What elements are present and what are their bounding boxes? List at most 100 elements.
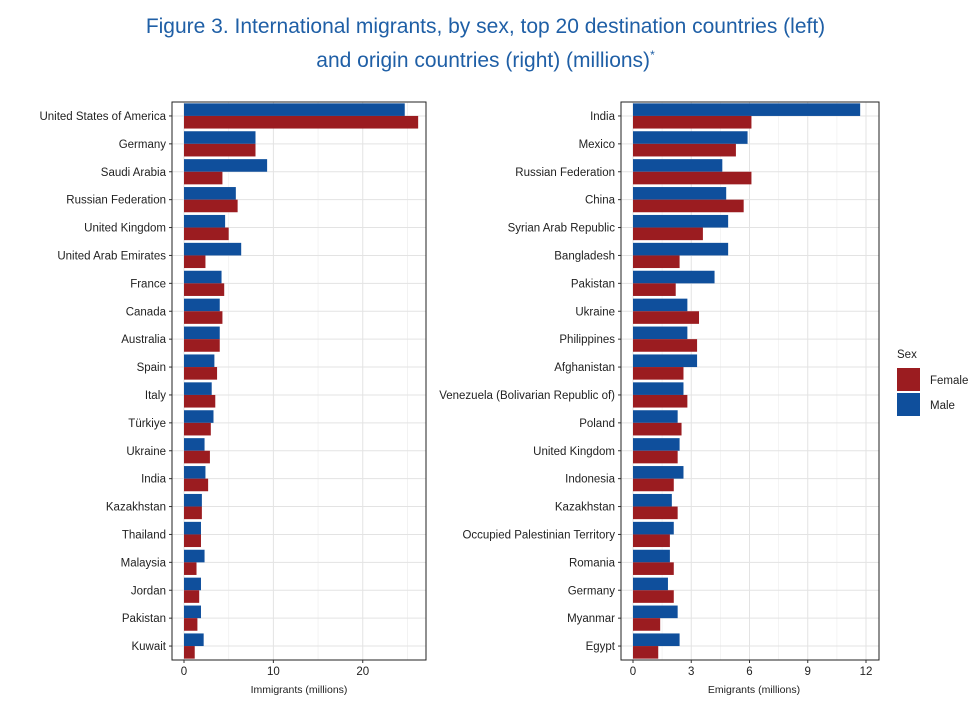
category-label: Spain [137,362,166,374]
bar-female-united-states-of-america [184,115,419,129]
bar-male-ukraine [633,298,688,312]
bar-female-russian-federation [633,171,752,185]
x-axis-title: Immigrants (millions) [251,684,348,696]
bar-female-kazakhstan [633,506,678,520]
category-label: Romania [569,557,616,569]
bar-female-united-kingdom [184,227,229,241]
bar-male-egypt [633,633,680,647]
category-label: Pakistan [571,278,615,290]
bar-female-ukraine [184,450,210,464]
category-label: Mexico [579,139,615,151]
bar-male-kuwait [184,633,204,647]
x-tick-label: 20 [356,666,369,678]
bar-female-china [633,199,744,213]
x-tick-label: 6 [746,666,752,678]
category-label: Russian Federation [515,167,615,179]
figure-title-line-2-text: and origin countries (right) (millions) [316,49,651,72]
bar-female-thailand [184,534,201,548]
figure-title: Figure 3. International migrants, by sex… [0,12,971,75]
bar-male-t-rkiye [184,410,214,423]
bar-male-pakistan [633,270,715,284]
x-axis-title: Emigrants (millions) [708,684,800,696]
bar-female-occupied-palestinian-territory [633,534,670,548]
bar-male-russian-federation [633,159,723,172]
bar-male-germany [633,577,668,591]
bar-female-malaysia [184,562,197,575]
bar-male-bangladesh [633,242,729,256]
bar-male-india [184,466,206,479]
bar-male-united-arab-emirates [184,242,242,256]
category-label: France [130,278,166,290]
bar-male-indonesia [633,466,684,479]
bar-male-kazakhstan [184,493,202,507]
category-label: Saudi Arabia [101,167,167,179]
bar-male-germany [184,131,256,144]
category-label: Kazakhstan [106,502,166,514]
bar-female-jordan [184,590,200,603]
bar-female-germany [633,590,674,603]
bar-female-bangladesh [633,255,680,269]
bar-female-indonesia [633,478,674,492]
x-tick-label: 0 [181,666,187,678]
x-tick-label: 12 [860,666,873,678]
bar-male-philippines [633,326,688,340]
bar-male-jordan [184,577,201,591]
bar-male-thailand [184,521,201,535]
bar-female-canada [184,311,223,324]
bar-female-pakistan [633,283,676,296]
figure-title-asterisk: * [650,48,655,62]
category-label: United Kingdom [533,446,615,458]
bar-female-syrian-arab-republic [633,227,703,241]
bar-male-mexico [633,131,748,144]
bar-female-india [184,478,209,492]
category-label: China [585,195,616,207]
bar-female-poland [633,422,682,436]
category-label: Kuwait [131,641,166,653]
bar-male-russian-federation [184,187,236,200]
bar-female-india [633,115,752,129]
bar-male-kazakhstan [633,493,672,507]
category-label: India [141,474,167,486]
bar-male-afghanistan [633,354,698,368]
figure-title-line-1: Figure 3. International migrants, by sex… [145,15,826,38]
bar-female-saudi-arabia [184,171,223,185]
category-label: Malaysia [121,557,167,569]
category-label: Egypt [586,641,616,653]
legend-label-male: Male [930,400,955,412]
bar-male-poland [633,410,678,423]
category-label: Germany [119,139,167,151]
bar-male-malaysia [184,549,205,563]
bar-female-kuwait [184,646,195,659]
bar-female-italy [184,394,216,408]
x-tick-label: 10 [267,666,280,678]
bar-female-venezuela-bolivarian-republic-of [633,394,688,408]
category-label: Occupied Palestinian Territory [462,529,615,541]
legend-title: Sex [897,349,917,361]
category-label: Ukraine [126,446,166,458]
panel-border [171,101,427,661]
x-tick-label: 0 [630,666,636,678]
category-label: Indonesia [565,474,615,486]
bar-female-t-rkiye [184,422,211,436]
category-label: Jordan [131,585,166,597]
category-label: Germany [568,585,616,597]
bar-female-egypt [633,646,659,659]
bar-male-syrian-arab-republic [633,214,729,228]
bar-male-united-states-of-america [184,103,405,116]
bar-male-italy [184,382,212,395]
bar-male-india [633,103,861,116]
category-label: Myanmar [567,613,615,625]
bar-female-russian-federation [184,199,238,213]
panel-background [172,102,426,660]
bar-male-spain [184,354,215,368]
right-panel-origin-countries: India Mexico Russian Federation China Syrian… [439,101,880,696]
category-label: United Kingdom [84,223,166,235]
bar-female-ukraine [633,311,700,324]
bar-female-spain [184,367,218,380]
category-label: Afghanistan [554,362,615,374]
category-label: Kazakhstan [555,502,615,514]
bar-male-occupied-palestinian-territory [633,521,674,535]
bar-male-france [184,270,222,284]
bar-female-united-arab-emirates [184,255,206,269]
